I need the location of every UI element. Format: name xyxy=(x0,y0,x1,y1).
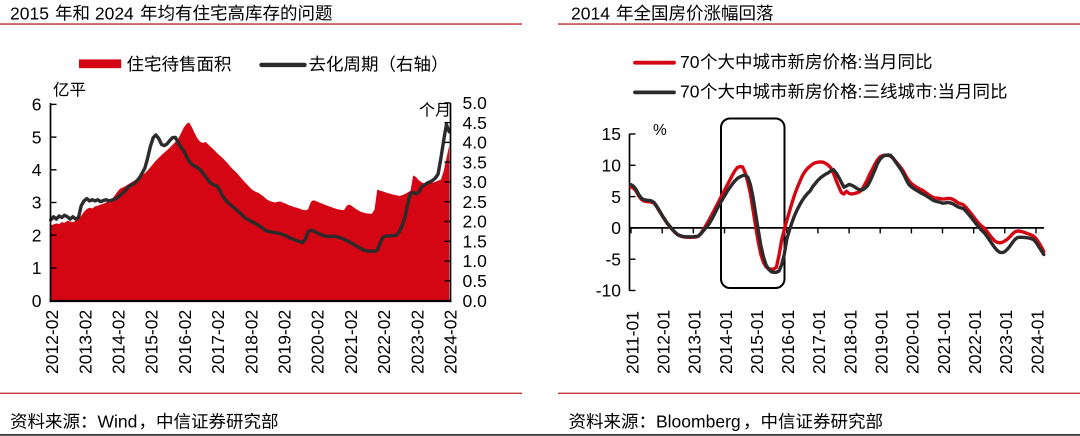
svg-text:2022-02: 2022-02 xyxy=(374,310,394,374)
svg-text:%: % xyxy=(653,122,667,139)
svg-text:10: 10 xyxy=(602,156,622,176)
svg-text:2023-01: 2023-01 xyxy=(996,310,1016,374)
svg-text:Bloomberg: Bloomberg xyxy=(656,412,741,432)
svg-text:2019-01: 2019-01 xyxy=(872,310,892,374)
svg-text:4.5: 4.5 xyxy=(463,113,487,133)
svg-text:2012-01: 2012-01 xyxy=(654,310,674,374)
svg-text:-10: -10 xyxy=(596,281,622,301)
svg-text:2014-02: 2014-02 xyxy=(109,310,129,374)
svg-text::: : xyxy=(933,82,938,102)
svg-text:2020-01: 2020-01 xyxy=(903,310,923,374)
svg-text:2016-02: 2016-02 xyxy=(175,310,195,374)
svg-text:2019-02: 2019-02 xyxy=(275,310,295,374)
svg-text:0: 0 xyxy=(611,218,621,238)
svg-text:2013-02: 2013-02 xyxy=(75,310,95,374)
svg-text:2024: 2024 xyxy=(90,3,139,23)
svg-text:3.0: 3.0 xyxy=(463,172,488,192)
svg-text:4.0: 4.0 xyxy=(463,133,488,153)
svg-text:2014-01: 2014-01 xyxy=(716,310,736,374)
svg-text:0: 0 xyxy=(32,291,42,311)
svg-text:2024-01: 2024-01 xyxy=(1027,310,1047,374)
svg-text:6: 6 xyxy=(32,95,42,115)
svg-text:2015-02: 2015-02 xyxy=(142,310,162,374)
svg-text:2017-02: 2017-02 xyxy=(208,310,228,374)
svg-text:2021-01: 2021-01 xyxy=(934,310,954,374)
svg-text:3.5: 3.5 xyxy=(463,152,487,172)
svg-text:70: 70 xyxy=(680,82,700,102)
svg-text:15: 15 xyxy=(602,124,621,144)
svg-text::: : xyxy=(858,52,863,72)
svg-text:2024-02: 2024-02 xyxy=(441,310,461,374)
svg-text:2021-02: 2021-02 xyxy=(341,310,361,374)
svg-text:5: 5 xyxy=(32,127,42,147)
svg-text:2.0: 2.0 xyxy=(463,212,488,232)
svg-text:2018-02: 2018-02 xyxy=(241,310,261,374)
svg-text:2015: 2015 xyxy=(10,3,54,23)
svg-text:2013-01: 2013-01 xyxy=(685,310,705,374)
svg-text:4: 4 xyxy=(32,160,42,180)
svg-text:2023-02: 2023-02 xyxy=(407,310,427,374)
svg-text:2014: 2014 xyxy=(571,3,615,23)
svg-text:1.5: 1.5 xyxy=(463,232,487,252)
svg-text:2017-01: 2017-01 xyxy=(809,310,829,374)
svg-text:2015-01: 2015-01 xyxy=(747,310,767,374)
svg-text:2012-02: 2012-02 xyxy=(42,310,62,374)
svg-text::: : xyxy=(858,82,863,102)
svg-text:2.5: 2.5 xyxy=(463,192,487,212)
svg-text:1.0: 1.0 xyxy=(463,251,488,271)
svg-text:3: 3 xyxy=(32,193,42,213)
svg-text:-5: -5 xyxy=(605,249,621,269)
svg-text:2011-01: 2011-01 xyxy=(622,311,642,374)
svg-text:2: 2 xyxy=(32,225,42,245)
svg-text:5: 5 xyxy=(611,187,621,207)
svg-text:Wind: Wind xyxy=(98,412,138,432)
svg-text:0.0: 0.0 xyxy=(463,291,488,311)
svg-text:2020-02: 2020-02 xyxy=(308,310,328,374)
svg-text:2018-01: 2018-01 xyxy=(840,310,860,374)
svg-text:2016-01: 2016-01 xyxy=(778,310,798,374)
svg-text:0.5: 0.5 xyxy=(463,271,487,291)
svg-text:70: 70 xyxy=(680,52,700,72)
svg-text:2022-01: 2022-01 xyxy=(965,310,985,374)
svg-text:5.0: 5.0 xyxy=(463,93,488,113)
svg-text:1: 1 xyxy=(32,258,42,278)
